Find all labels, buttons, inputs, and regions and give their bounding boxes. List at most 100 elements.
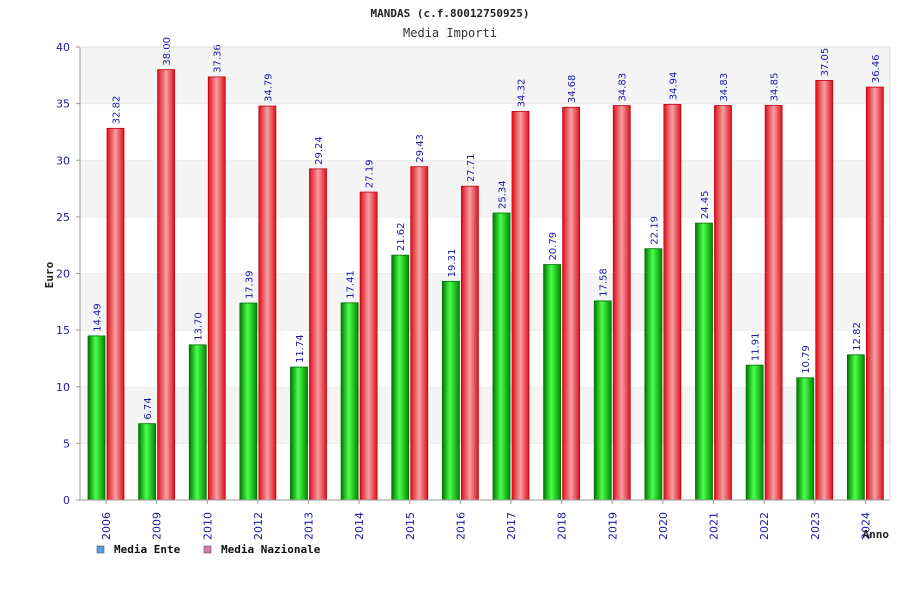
bar-media-nazionale bbox=[511, 110, 530, 501]
data-label: 34.68 bbox=[567, 75, 578, 104]
data-label: 34.79 bbox=[263, 73, 274, 102]
bar-media-nazionale bbox=[815, 80, 834, 501]
data-label: 20.79 bbox=[548, 232, 559, 261]
data-label: 29.24 bbox=[314, 136, 325, 165]
data-label: 22.19 bbox=[649, 216, 660, 245]
y-tick-label: 0 bbox=[63, 494, 70, 507]
data-label: 10.79 bbox=[801, 345, 812, 374]
data-label: 13.70 bbox=[194, 312, 205, 341]
x-axis-ticks: 2006 2009 2010 2012 2013 2014 2015 2016 2017 2018… bbox=[100, 500, 872, 540]
bar-media-ente bbox=[391, 254, 410, 501]
bar-media-nazionale bbox=[865, 86, 884, 501]
data-label: 34.85 bbox=[770, 73, 781, 102]
data-label: 29.43 bbox=[415, 134, 426, 163]
bar-media-ente bbox=[340, 302, 359, 501]
x-tick-label: 2022 bbox=[758, 512, 771, 540]
y-tick-label: 40 bbox=[56, 41, 70, 54]
x-tick-label: 2006 bbox=[100, 512, 113, 540]
data-label: 32.82 bbox=[112, 96, 123, 125]
x-tick-label: 2024 bbox=[859, 512, 872, 540]
x-tick-label: 2016 bbox=[454, 512, 467, 540]
bar-media-nazionale bbox=[309, 168, 327, 501]
data-label: 34.83 bbox=[618, 73, 629, 102]
bar-media-ente bbox=[492, 212, 511, 501]
x-tick-label: 2015 bbox=[404, 512, 417, 540]
bars: 14.49 32.82 6.74 38.00 13.70 37.36 17.39 34.79 1… bbox=[87, 37, 884, 501]
data-label: 36.46 bbox=[871, 54, 882, 83]
x-tick-label: 2023 bbox=[809, 512, 822, 540]
bar-media-nazionale bbox=[663, 103, 682, 501]
data-label: 37.05 bbox=[820, 48, 831, 77]
data-label: 6.74 bbox=[143, 397, 154, 419]
chart-subtitle: Media Importi bbox=[403, 26, 497, 40]
bar-media-ente bbox=[138, 423, 157, 501]
bar-media-nazionale bbox=[207, 76, 226, 501]
legend: Media Ente Media Nazionale bbox=[96, 543, 321, 556]
bar-media-ente bbox=[543, 264, 562, 501]
data-label: 17.58 bbox=[599, 268, 610, 297]
bar-media-nazionale bbox=[157, 69, 176, 501]
data-label: 34.32 bbox=[517, 79, 528, 108]
bar-media-ente bbox=[593, 300, 612, 501]
data-label: 27.71 bbox=[466, 154, 477, 183]
data-label: 34.94 bbox=[668, 72, 679, 101]
bar-media-ente bbox=[290, 366, 308, 501]
bar-media-ente bbox=[846, 354, 865, 501]
x-tick-label: 2017 bbox=[505, 512, 518, 540]
y-tick-label: 20 bbox=[56, 268, 70, 281]
x-tick-label: 2012 bbox=[252, 512, 265, 540]
data-label: 21.62 bbox=[396, 223, 407, 252]
x-tick-label: 2020 bbox=[657, 512, 670, 540]
legend-label-media-ente: Media Ente bbox=[114, 543, 181, 556]
x-tick-label: 2010 bbox=[201, 512, 214, 540]
legend-label-media-nazionale: Media Nazionale bbox=[221, 543, 321, 556]
y-axis-ticks: 0 5 10 15 20 25 30 35 40 bbox=[56, 41, 80, 507]
data-label: 19.31 bbox=[447, 249, 458, 278]
bar-media-ente bbox=[644, 248, 663, 501]
y-tick-label: 30 bbox=[56, 154, 70, 167]
y-tick-label: 5 bbox=[63, 437, 70, 450]
bar-media-ente bbox=[87, 335, 106, 501]
chart-title: MANDAS (c.f.80012750925) bbox=[371, 7, 530, 20]
y-axis-title: Euro bbox=[43, 261, 56, 288]
bar-media-nazionale bbox=[714, 105, 732, 501]
data-label: 17.39 bbox=[244, 270, 255, 299]
x-tick-label: 2018 bbox=[556, 512, 569, 540]
y-tick-label: 35 bbox=[56, 98, 70, 111]
bar-media-nazionale bbox=[106, 127, 125, 501]
x-tick-label: 2019 bbox=[606, 512, 619, 540]
x-tick-label: 2014 bbox=[353, 512, 366, 540]
data-label: 38.00 bbox=[162, 37, 173, 66]
data-label: 17.41 bbox=[346, 270, 357, 299]
data-label: 24.45 bbox=[700, 190, 711, 219]
bar-media-nazionale bbox=[410, 166, 429, 501]
data-label: 14.49 bbox=[93, 303, 104, 332]
legend-swatch-media-nazionale bbox=[203, 545, 212, 554]
data-label: 12.82 bbox=[852, 322, 863, 351]
data-label: 34.83 bbox=[719, 73, 730, 102]
bar-media-nazionale bbox=[258, 105, 277, 501]
bar-media-ente bbox=[239, 302, 258, 501]
bar-media-ente bbox=[745, 364, 764, 501]
data-label: 37.36 bbox=[213, 44, 224, 73]
bar-media-nazionale bbox=[460, 185, 479, 501]
x-tick-label: 2021 bbox=[708, 512, 721, 540]
data-label: 25.34 bbox=[498, 180, 509, 209]
bar-media-nazionale bbox=[764, 104, 783, 501]
legend-swatch-media-ente bbox=[96, 545, 105, 554]
bar-media-nazionale bbox=[562, 106, 581, 501]
x-axis-title: Anno bbox=[863, 528, 890, 541]
x-tick-label: 2013 bbox=[303, 512, 316, 540]
data-label: 11.74 bbox=[295, 334, 306, 363]
x-tick-label: 2009 bbox=[151, 512, 164, 540]
grid-band bbox=[80, 47, 890, 104]
bar-media-nazionale bbox=[612, 105, 631, 501]
data-label: 11.91 bbox=[751, 332, 762, 361]
bar-media-nazionale bbox=[359, 191, 378, 501]
bar-media-ente bbox=[188, 344, 207, 501]
data-label: 27.19 bbox=[365, 159, 376, 188]
bar-media-ente bbox=[695, 222, 713, 501]
bar-media-ente bbox=[796, 377, 815, 501]
bar-media-ente bbox=[441, 280, 460, 501]
